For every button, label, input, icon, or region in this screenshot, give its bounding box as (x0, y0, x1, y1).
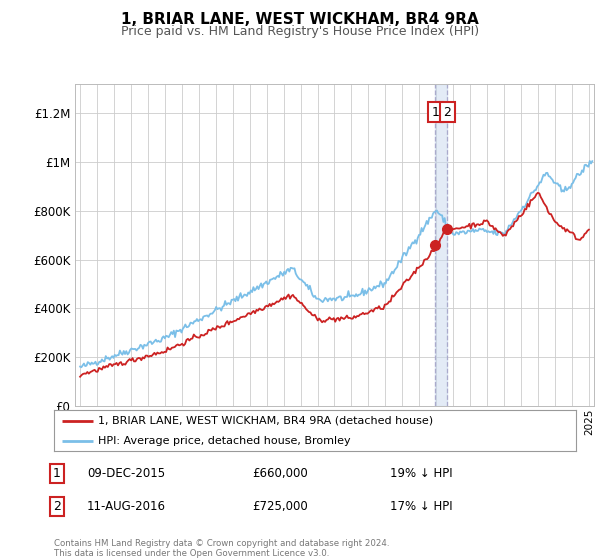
Text: 1, BRIAR LANE, WEST WICKHAM, BR4 9RA: 1, BRIAR LANE, WEST WICKHAM, BR4 9RA (121, 12, 479, 27)
Text: HPI: Average price, detached house, Bromley: HPI: Average price, detached house, Brom… (98, 436, 351, 446)
Text: 2: 2 (443, 105, 451, 119)
Text: £725,000: £725,000 (252, 500, 308, 514)
Text: Price paid vs. HM Land Registry's House Price Index (HPI): Price paid vs. HM Land Registry's House … (121, 25, 479, 38)
Text: 2: 2 (53, 500, 61, 514)
Text: 17% ↓ HPI: 17% ↓ HPI (390, 500, 452, 514)
Text: 19% ↓ HPI: 19% ↓ HPI (390, 466, 452, 480)
Text: 11-AUG-2016: 11-AUG-2016 (87, 500, 166, 514)
Bar (435, 84, 447, 406)
Text: 1: 1 (53, 466, 61, 480)
Text: 09-DEC-2015: 09-DEC-2015 (87, 466, 165, 480)
Text: 1: 1 (431, 105, 439, 119)
Text: Contains HM Land Registry data © Crown copyright and database right 2024.
This d: Contains HM Land Registry data © Crown c… (54, 539, 389, 558)
Text: 1, BRIAR LANE, WEST WICKHAM, BR4 9RA (detached house): 1, BRIAR LANE, WEST WICKHAM, BR4 9RA (de… (98, 416, 433, 426)
Text: £660,000: £660,000 (252, 466, 308, 480)
